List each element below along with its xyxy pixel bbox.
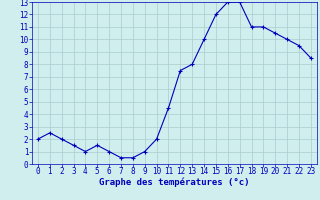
X-axis label: Graphe des températures (°c): Graphe des températures (°c) xyxy=(99,178,250,187)
